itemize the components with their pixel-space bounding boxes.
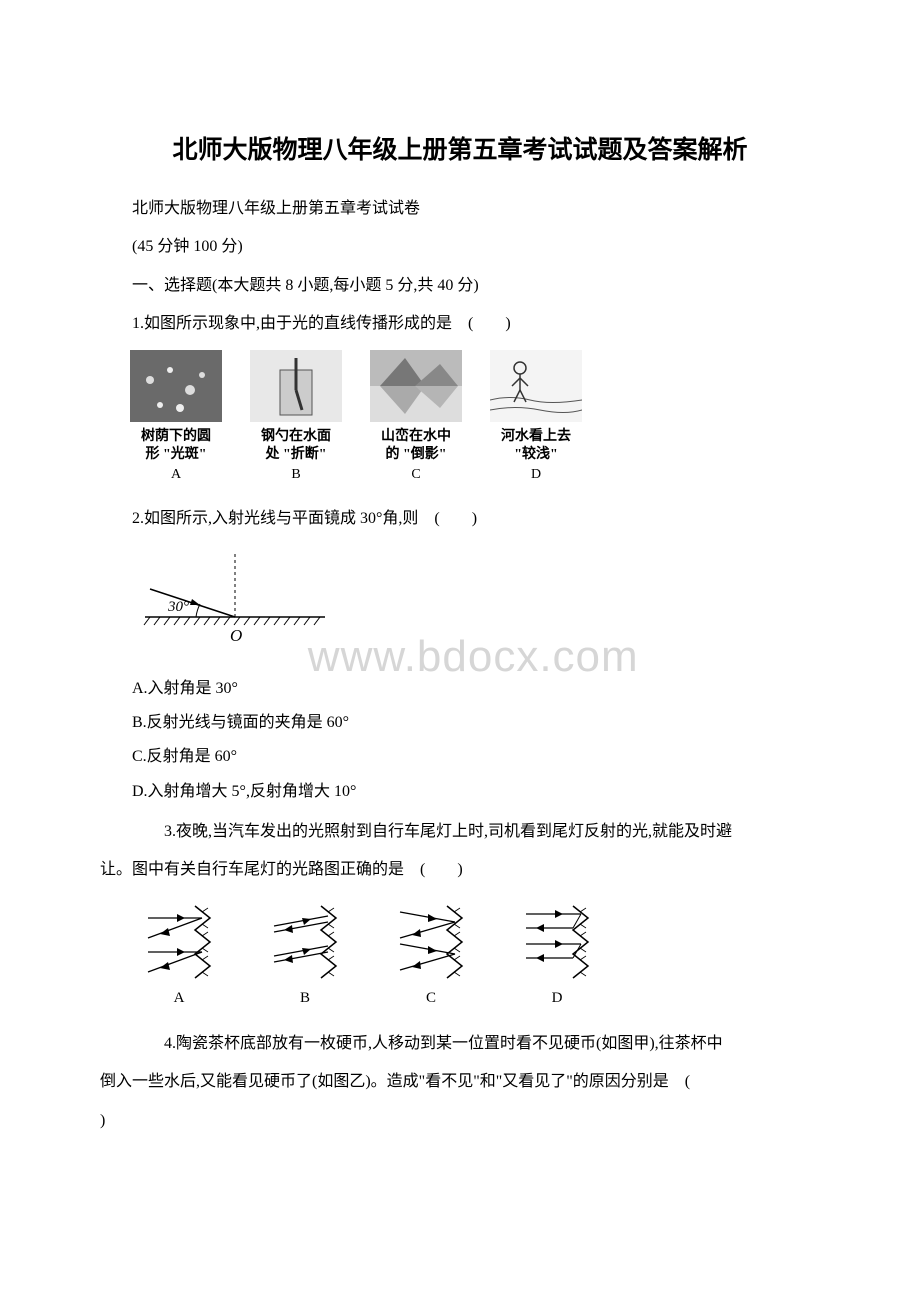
- q3-img-a: [140, 898, 218, 984]
- q1-option-c: 山峦在水中 的 "倒影" C: [370, 350, 462, 485]
- q3-letter-c: C: [426, 990, 436, 1007]
- q3-img-b: [266, 898, 344, 984]
- q1-cap-c1: 山峦在水中: [381, 428, 451, 446]
- subtitle-line: 北师大版物理八年级上册第五章考试试卷: [100, 194, 820, 224]
- q3-figure-row: A B: [140, 898, 820, 1007]
- q1-cap-d2: "较浅": [514, 446, 558, 464]
- q2-origin-label: O: [230, 626, 242, 645]
- q2-opt-d: D.入射角增大 5°,反射角增大 10°: [100, 777, 820, 807]
- q1-cap-b1: 钢勺在水面: [261, 428, 331, 446]
- q3-option-a: A: [140, 898, 218, 1007]
- q1-option-d: 河水看上去 "较浅" D: [490, 350, 582, 485]
- q3-img-d: [518, 898, 596, 984]
- q1-img-c: [370, 350, 462, 422]
- q2-angle-label: 30°: [167, 599, 189, 615]
- q1-cap-c2: 的 "倒影": [385, 446, 446, 464]
- q1-img-d: [490, 350, 582, 422]
- q3-img-c: [392, 898, 470, 984]
- q1-option-a: 树荫下的圆 形 "光斑" A: [130, 350, 222, 485]
- q1-cap-a1: 树荫下的圆: [141, 428, 211, 446]
- q2-stem: 2.如图所示,入射光线与平面镜成 30°角,则 ( ): [100, 504, 820, 534]
- q1-cap-d1: 河水看上去: [501, 428, 571, 446]
- q1-cap-b2: 处 "折断": [265, 446, 326, 464]
- document-body: 北师大版物理八年级上册第五章考试试题及答案解析 北师大版物理八年级上册第五章考试…: [100, 130, 820, 1136]
- q2-opt-a: A.入射角是 30°: [100, 674, 820, 704]
- q3-option-d: D: [518, 898, 596, 1007]
- q1-stem: 1.如图所示现象中,由于光的直线传播形成的是 ( ): [100, 309, 820, 339]
- q1-option-b: 钢勺在水面 处 "折断" B: [250, 350, 342, 485]
- q3-letter-d: D: [552, 990, 563, 1007]
- q2-opt-c: C.反射角是 60°: [100, 742, 820, 772]
- section-header: 一、选择题(本大题共 8 小题,每小题 5 分,共 40 分): [100, 271, 820, 301]
- q3-stem-1: 3.夜晚,当汽车发出的光照射到自行车尾灯上时,司机看到尾灯反射的光,就能及时避: [100, 817, 820, 847]
- q2-opt-b: B.反射光线与镜面的夹角是 60°: [100, 708, 820, 738]
- q1-cap-a2: 形 "光斑": [145, 446, 206, 464]
- q1-letter-a: A: [171, 466, 181, 484]
- q3-letter-b: B: [300, 990, 310, 1007]
- q1-figure-row: 树荫下的圆 形 "光斑" A 钢勺在水面 处 "折断" B: [130, 350, 820, 485]
- q3-option-b: B: [266, 898, 344, 1007]
- q4-stem-2: 倒入一些水后,又能看见硬币了(如图乙)。造成"看不见"和"又看见了"的原因分别是…: [100, 1067, 820, 1097]
- q4-stem-3: ): [100, 1106, 820, 1136]
- q4-stem-1: 4.陶瓷茶杯底部放有一枚硬币,人移动到某一位置时看不见硬币(如图甲),往茶杯中: [100, 1029, 820, 1059]
- q1-letter-c: C: [411, 466, 420, 484]
- q3-option-c: C: [392, 898, 470, 1007]
- q1-img-b: [250, 350, 342, 422]
- q1-img-a: [130, 350, 222, 422]
- page-title: 北师大版物理八年级上册第五章考试试题及答案解析: [100, 130, 820, 166]
- q3-letter-a: A: [174, 990, 185, 1007]
- q2-diagram: 30° O: [130, 549, 820, 654]
- q1-letter-b: B: [291, 466, 300, 484]
- timing-line: (45 分钟 100 分): [100, 232, 820, 262]
- q2-options: A.入射角是 30° B.反射光线与镜面的夹角是 60° C.反射角是 60° …: [100, 674, 820, 808]
- q3-stem-2: 让。图中有关自行车尾灯的光路图正确的是 ( ): [100, 855, 820, 885]
- q1-letter-d: D: [531, 466, 541, 484]
